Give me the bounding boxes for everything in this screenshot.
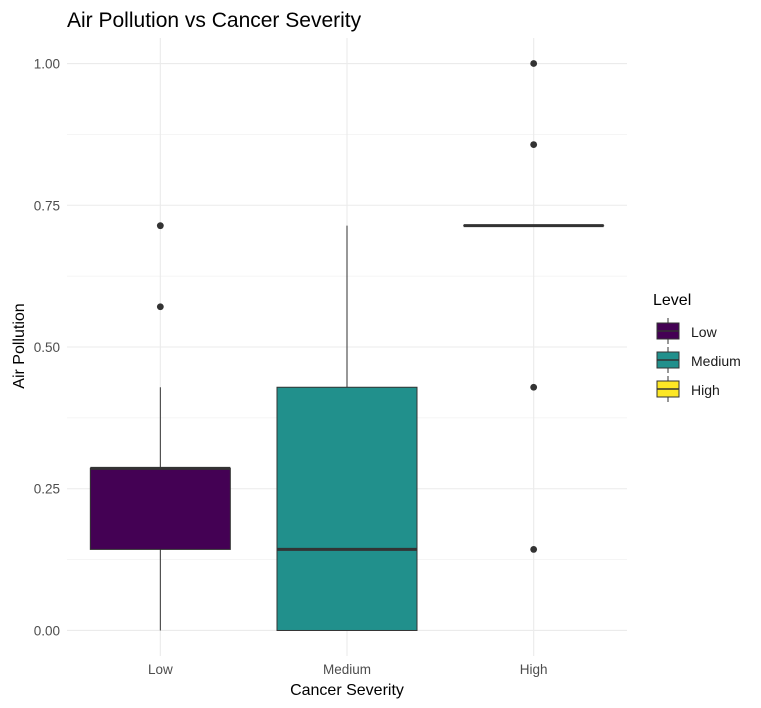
outlier-point (156, 303, 164, 311)
box-rect (276, 386, 418, 631)
legend-item-medium: Medium (656, 347, 741, 373)
box-medium (276, 225, 418, 631)
y-tick-label: 0.75 (34, 198, 60, 213)
chart-title: Air Pollution vs Cancer Severity (67, 9, 362, 32)
box-low (89, 222, 231, 631)
x-axis-title: Cancer Severity (290, 682, 404, 699)
x-tick-labels: Low Medium High (148, 662, 548, 677)
outlier-point (530, 546, 538, 553)
legend-label: Low (691, 324, 718, 340)
box-high (463, 60, 605, 553)
y-tick-label: 0.25 (34, 482, 60, 497)
x-tick-label: Low (148, 662, 173, 677)
outlier-point (530, 141, 538, 148)
y-tick-label: 0.50 (34, 340, 60, 355)
x-tick-label: High (520, 662, 548, 677)
legend-item-high: High (656, 376, 720, 402)
y-axis-title: Air Pollution (11, 303, 28, 388)
outlier-point (530, 383, 538, 391)
boxes (89, 60, 605, 631)
box-rect (89, 467, 231, 550)
y-tick-label: 0.00 (34, 623, 60, 638)
y-tick-labels: 0.00 0.25 0.50 0.75 1.00 (34, 57, 60, 639)
legend-item-low: Low (656, 318, 718, 344)
outlier-point (530, 60, 538, 67)
legend-label: Medium (691, 353, 741, 369)
legend: Level Low Medium High (653, 292, 741, 402)
x-tick-label: Medium (323, 662, 371, 677)
legend-label: High (691, 382, 720, 398)
outlier-point (156, 222, 164, 230)
legend-title: Level (653, 292, 691, 309)
y-tick-label: 1.00 (34, 57, 60, 72)
